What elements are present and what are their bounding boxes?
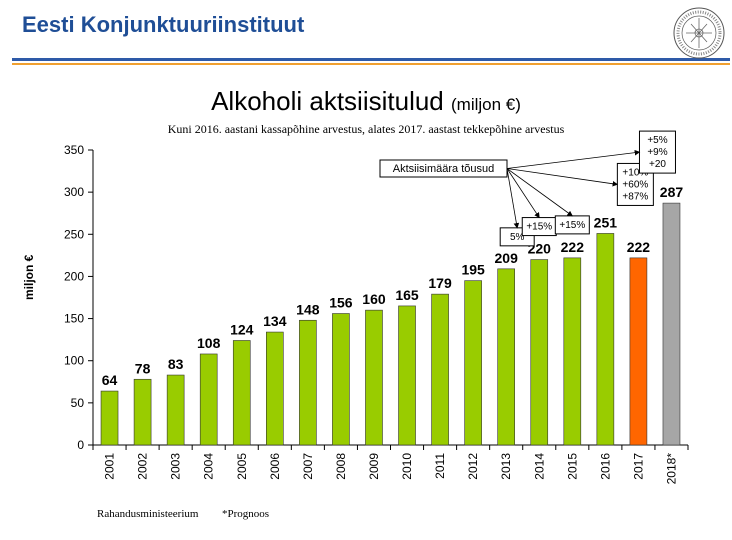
chart-title: Alkoholi aktsiisitulud (miljon €) (0, 86, 732, 117)
x-tick-label: 2008 (334, 453, 348, 480)
y-tick-label: 200 (64, 269, 84, 283)
bar-value-label: 148 (296, 301, 320, 317)
rate-increase-arrow (506, 168, 540, 219)
bar-value-label: 124 (230, 321, 254, 337)
bar (299, 319, 317, 446)
bar (596, 233, 615, 446)
rate-increase-text: 5% (510, 232, 525, 243)
bar-value-label: 108 (197, 335, 221, 351)
rate-increase-arrow (506, 168, 619, 187)
x-tick-label: 2016 (598, 453, 612, 480)
bar-value-label: 222 (627, 239, 651, 255)
x-tick-label: 2018* (664, 453, 678, 485)
x-tick-label: 2014 (532, 453, 546, 480)
chart-title-unit: (miljon €) (451, 95, 521, 114)
bar (133, 378, 152, 446)
rate-increase-text: +87% (622, 191, 648, 202)
x-tick-label: 2010 (400, 453, 414, 480)
x-tick-label: 2015 (565, 453, 579, 480)
bar-value-label: 165 (395, 287, 419, 303)
rate-increase-text: +10% (622, 167, 648, 178)
bar-value-label: 160 (362, 291, 386, 307)
bar (497, 268, 515, 446)
x-tick-label: 2006 (268, 453, 282, 480)
y-tick-label: 150 (64, 312, 84, 326)
forecast-note: *Prognoos (222, 508, 270, 520)
x-tick-label: 2012 (466, 453, 480, 480)
rate-increase-text: +15% (526, 222, 552, 233)
bar (530, 259, 549, 446)
rate-increase-label: Aktsiisimäära tõusud (393, 163, 495, 175)
y-tick-label: 350 (64, 143, 84, 157)
bar (629, 257, 648, 446)
bar-value-label: 209 (495, 250, 519, 266)
bar (266, 331, 284, 446)
bar-value-label: 195 (461, 262, 485, 278)
rate-increase-text: +20 (649, 159, 666, 170)
chart-subtitle: Kuni 2016. aastani kassapõhine arvestus,… (167, 122, 565, 136)
rate-increase-arrow (506, 168, 520, 229)
x-tick-label: 2007 (301, 453, 315, 480)
bar (365, 309, 383, 446)
x-tick-label: 2001 (103, 453, 117, 480)
y-tick-label: 250 (64, 227, 84, 241)
rate-increase-text: +15% (559, 220, 585, 231)
bar (332, 313, 350, 446)
bar-value-label: 64 (102, 372, 118, 388)
bar-value-label: 83 (168, 356, 184, 372)
bar (199, 353, 218, 446)
header-rule-orange (12, 63, 730, 65)
bar (232, 340, 251, 446)
bar-value-label: 287 (660, 184, 684, 200)
bar-value-label: 78 (135, 360, 151, 376)
chart-title-text: Alkoholi aktsiisitulud (211, 86, 444, 116)
x-tick-label: 2003 (169, 453, 183, 480)
bar (100, 390, 119, 446)
x-tick-label: 2009 (367, 453, 381, 480)
bar-value-label: 179 (428, 275, 452, 291)
bar-value-label: 222 (561, 239, 585, 255)
bar (431, 293, 449, 446)
bar-value-label: 251 (594, 214, 618, 230)
bar (166, 374, 185, 446)
bar (398, 305, 416, 446)
rate-increase-arrow (506, 149, 641, 169)
rate-increase-arrow (506, 168, 573, 217)
bar (464, 280, 482, 446)
header-rule-blue (12, 58, 730, 61)
bar (563, 257, 582, 446)
y-tick-label: 100 (64, 354, 84, 368)
y-tick-label: 300 (64, 185, 84, 199)
bar-value-label: 134 (263, 313, 287, 329)
rate-increase-box (638, 130, 676, 174)
bar-value-label: 156 (329, 295, 353, 311)
org-title: Eesti Konjunktuuriinstituut (22, 12, 305, 37)
bar (662, 202, 681, 446)
rate-increase-text: +5% (647, 135, 667, 146)
x-tick-label: 2017 (631, 453, 645, 480)
x-tick-label: 2013 (499, 453, 513, 480)
institute-seal-icon (673, 7, 725, 59)
x-tick-label: 2005 (235, 453, 249, 480)
x-tick-label: 2011 (433, 453, 447, 479)
rate-increase-text: +60% (622, 179, 648, 190)
y-tick-label: 0 (77, 438, 84, 452)
x-tick-label: 2002 (136, 453, 150, 480)
source-note: Rahandusministeerium (97, 508, 199, 520)
x-tick-label: 2004 (202, 453, 216, 480)
rate-increase-text: +9% (647, 147, 667, 158)
y-tick-label: 50 (71, 396, 85, 410)
